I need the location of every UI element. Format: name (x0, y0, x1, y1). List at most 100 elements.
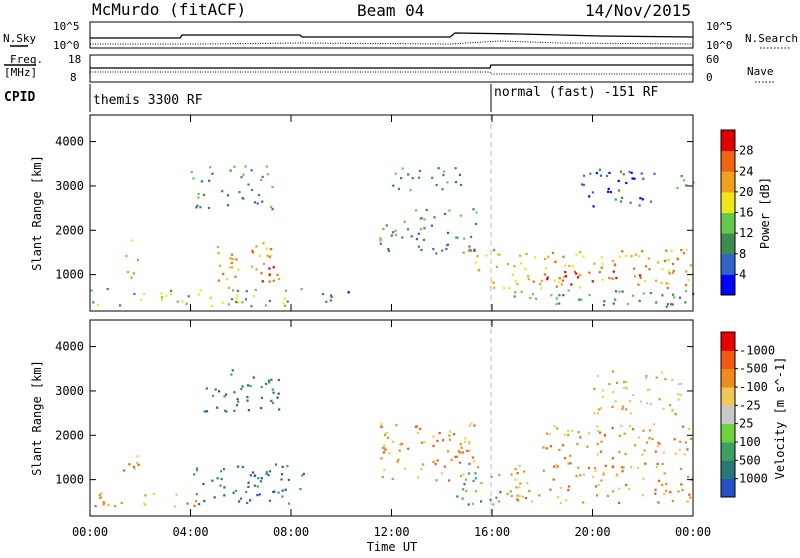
velocity-echo-cell (456, 495, 459, 498)
power-echo-cell (661, 268, 664, 271)
power-colorbar-swatch (721, 150, 735, 172)
velocity-echo-cell (678, 448, 681, 451)
power-echo-cell (474, 222, 477, 226)
velocity-echo-cell (680, 382, 683, 385)
time-tick-label: 12:00 (373, 525, 409, 539)
cpid-label: CPID (4, 90, 35, 105)
velocity-echo-cell (272, 391, 275, 394)
power-echo-cell (284, 289, 287, 292)
velocity-echo-cell (679, 393, 682, 396)
power-echo-cell (417, 232, 420, 235)
velocity-echo-cell (598, 431, 601, 434)
velocity-echo-cell (661, 462, 664, 465)
velocity-echo-cell (579, 436, 582, 439)
power-echo-cell (535, 297, 538, 300)
velocity-echo-cell (615, 381, 619, 384)
velocity-echo-cell (654, 450, 657, 453)
velocity-echo-cell (195, 469, 198, 472)
station-title: McMurdo (fitACF) (92, 0, 246, 19)
power-echo-cell (379, 239, 382, 242)
velocity-echo-cell (420, 467, 423, 471)
velocity-echo-cell (249, 384, 252, 388)
velocity-echo-cell (246, 501, 249, 505)
power-echo-cell (560, 283, 563, 286)
velocity-echo-cell (223, 494, 226, 497)
freq-nave-panel: Freq. [MHz] 18 8 60 0 Nave (4, 53, 775, 84)
velocity-echo-cell (278, 408, 281, 411)
power-echo-cell (445, 247, 448, 251)
power-echo-cell (241, 301, 244, 304)
power-echo-cell (247, 183, 250, 186)
velocity-echo-cell (646, 388, 650, 391)
velocity-echo-cell (567, 430, 570, 433)
velocity-echo-cell (114, 505, 117, 508)
power-echo-cell (638, 204, 641, 207)
velocity-echo-cell (462, 488, 465, 491)
velocity-echo-cell (224, 409, 227, 412)
power-echo-cell (676, 186, 679, 190)
power-echo-cell (417, 245, 420, 248)
power-echo-cell (259, 254, 262, 257)
power-echo-cell (525, 252, 528, 255)
power-echo-cell (680, 175, 683, 178)
power-echo-cell (514, 291, 517, 294)
power-echo-cell (262, 262, 265, 265)
power-echo-cell (491, 280, 494, 283)
velocity-colorbar-tick-label: -500 (739, 362, 768, 376)
power-echo-cell (400, 177, 403, 180)
velocity-echo-cell (136, 455, 139, 458)
power-echo-cell (555, 285, 558, 288)
velocity-echo-cell (577, 431, 580, 434)
velocity-echo-cell (548, 433, 551, 436)
power-echo-cell (256, 202, 259, 205)
power-echo-cell (231, 253, 234, 256)
power-echo-cell (233, 165, 236, 168)
power-echo-cell (445, 244, 448, 247)
power-echo-cell (644, 280, 647, 283)
power-echo-cell (631, 177, 634, 180)
velocity-colorbar-tick-label: 25 (739, 417, 753, 431)
freq-unit-label: [MHz] (4, 66, 37, 79)
power-echo-cell (270, 248, 273, 251)
velocity-echo-cell (489, 498, 492, 501)
velocity-echo-cell (380, 457, 383, 460)
power-echo-cell (251, 265, 254, 268)
power-colorbar-swatch (721, 253, 735, 275)
velocity-echo-cell (258, 493, 261, 496)
velocity-echo-cell (641, 494, 644, 497)
power-colorbar-tick-label: 24 (739, 164, 753, 178)
power-echo-cell (446, 231, 450, 234)
velocity-colorbar: Velocity [m s^-1] 1000 500 100 25 -25 -100 -50… (720, 331, 787, 498)
power-echo-cell (202, 193, 206, 196)
velocity-echo-cell (459, 443, 462, 446)
power-echo-cell (603, 300, 606, 303)
power-echo-cell (392, 184, 395, 187)
velocity-echo-cell (449, 430, 452, 433)
power-echo-cell (626, 303, 629, 306)
power-echo-cell (630, 171, 633, 174)
power-echo-cell (446, 181, 449, 184)
power-echo-cell (217, 245, 220, 249)
velocity-echo-cell (631, 428, 635, 431)
velocity-echo-cell (223, 486, 226, 489)
velocity-colorbar-label: Velocity [m s^-1] (773, 357, 787, 480)
velocity-echo-cell (665, 489, 668, 492)
power-echo-cell (234, 258, 237, 261)
power-echo-cell (568, 264, 571, 268)
power-echo-cell (563, 275, 566, 278)
power-echo-cell (637, 255, 641, 258)
power-echo-cell (668, 272, 671, 275)
power-echo-cell (330, 295, 333, 299)
power-echo-cell (441, 249, 444, 252)
velocity-echo-cell (599, 450, 603, 453)
velocity-echo-cell (509, 490, 512, 493)
power-echo-cell (229, 169, 232, 172)
velocity-echo-cell (567, 485, 571, 488)
power-echo-cell (534, 256, 537, 259)
power-echo-cell (621, 196, 624, 199)
power-colorbar-swatch (721, 171, 735, 193)
velocity-echo-cell (567, 462, 570, 465)
power-echo-cell (458, 173, 462, 176)
power-echo-cell (684, 301, 687, 304)
velocity-echo-cell (470, 422, 473, 425)
